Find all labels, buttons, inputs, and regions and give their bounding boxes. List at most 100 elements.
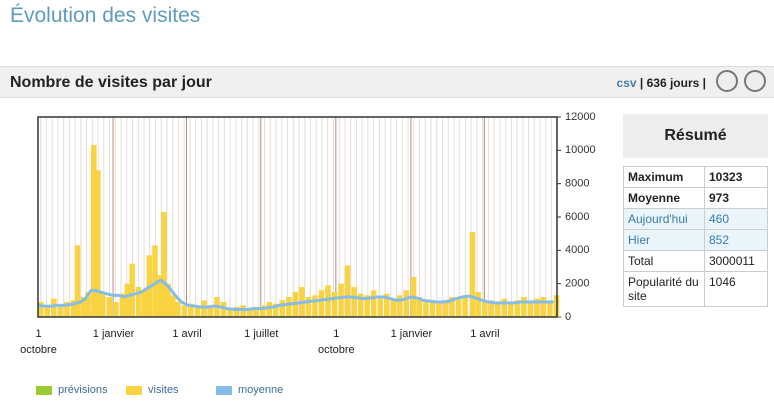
x-tick-label: 1 avril xyxy=(470,328,500,340)
summary-row: Hier 852 xyxy=(623,229,768,251)
bar xyxy=(286,297,292,317)
bar xyxy=(494,303,501,317)
legend-label[interactable]: moyenne xyxy=(238,384,284,396)
zoom-out[interactable] xyxy=(716,70,738,92)
x-tick-label: 1 octobre xyxy=(317,328,355,356)
bar xyxy=(80,297,86,317)
y-tick-label: 0 xyxy=(565,311,571,323)
bar xyxy=(338,283,344,317)
legend-item: moyenne xyxy=(216,384,283,396)
bar xyxy=(113,302,119,317)
bar xyxy=(390,300,397,317)
summary-value: 852 xyxy=(704,229,768,251)
bar xyxy=(175,302,181,317)
bar xyxy=(540,297,547,317)
bar xyxy=(259,305,266,317)
period[interactable]: 636 jours xyxy=(646,76,700,90)
bar xyxy=(377,297,383,317)
bar xyxy=(70,300,77,317)
y-tick-label: 2000 xyxy=(565,278,589,290)
summary-row: Total 3000011 xyxy=(623,250,768,272)
bar xyxy=(165,283,171,317)
summary-row: Moyenne 973 xyxy=(623,187,768,209)
bar xyxy=(442,302,449,317)
bar xyxy=(508,302,514,317)
bar xyxy=(240,305,246,317)
bar xyxy=(194,307,201,317)
bar xyxy=(161,212,167,317)
legend-swatch xyxy=(36,385,52,395)
bar xyxy=(38,302,44,317)
bar xyxy=(44,305,51,317)
bar xyxy=(246,308,253,317)
csv-link[interactable]: csv xyxy=(616,76,637,90)
bar xyxy=(351,287,357,317)
section-title: Nombre de visites par jour xyxy=(10,74,212,91)
bar xyxy=(331,292,338,317)
bar xyxy=(344,265,351,317)
legend-label[interactable]: visites xyxy=(148,384,179,396)
bar xyxy=(364,295,370,317)
legend-swatch xyxy=(126,385,142,395)
summary-label: Moyenne xyxy=(623,187,705,209)
bar xyxy=(514,300,521,317)
bar xyxy=(279,300,286,317)
bar xyxy=(325,285,331,317)
bar xyxy=(207,305,214,317)
summary-label: Maximum xyxy=(623,166,705,188)
summary-title: Résumé xyxy=(623,114,768,158)
bar xyxy=(201,300,207,317)
summary-value: 1046 xyxy=(704,271,768,307)
bar xyxy=(57,307,64,317)
legend-swatch xyxy=(216,385,232,395)
plot-border xyxy=(37,116,558,318)
bar xyxy=(129,263,135,317)
bar xyxy=(436,303,442,317)
y-tick-label: 8000 xyxy=(565,178,589,190)
bar xyxy=(534,298,540,317)
summary-label: Popularité du site xyxy=(623,271,705,307)
bar xyxy=(403,290,410,317)
bar xyxy=(266,302,272,317)
x-tick-label: 1 octobre xyxy=(20,328,57,356)
bar xyxy=(547,300,553,317)
zoom-in[interactable] xyxy=(744,70,766,92)
separator: | xyxy=(702,76,706,90)
bar xyxy=(305,297,312,317)
bar xyxy=(488,300,494,317)
x-tick-label: 1 juillet xyxy=(244,328,279,340)
bar xyxy=(397,295,403,317)
bar xyxy=(455,298,462,317)
toolbar: csv | 636 jours | xyxy=(617,76,706,90)
bar xyxy=(521,297,527,317)
x-tick-label: 1 janvier xyxy=(92,328,135,340)
bar xyxy=(152,245,158,317)
bar xyxy=(481,302,488,317)
bar xyxy=(135,287,142,317)
bar xyxy=(141,290,148,317)
bar xyxy=(100,292,106,317)
chart: 0 2000 4000 6000 8000 10000 12000 xyxy=(37,111,596,323)
bar xyxy=(253,307,259,317)
bar xyxy=(106,297,113,317)
bar xyxy=(384,293,390,317)
bar xyxy=(318,290,325,317)
bar xyxy=(462,295,468,317)
bar xyxy=(85,292,91,317)
bar xyxy=(157,275,163,317)
legend-label[interactable]: prévisions xyxy=(58,384,108,396)
average-line xyxy=(37,278,554,311)
bar xyxy=(357,293,364,317)
bar xyxy=(416,297,423,317)
bar xyxy=(429,300,436,317)
y-tick-label: 6000 xyxy=(565,211,589,223)
bar xyxy=(312,295,318,317)
y-tick-label: 10000 xyxy=(565,144,596,156)
summary-table: Maximum 10323 Moyenne 973 Aujourd'hui 460 Hier… xyxy=(623,166,768,307)
summary-row: Maximum 10323 xyxy=(623,166,768,188)
plot-background xyxy=(38,117,557,317)
summary-value: 460 xyxy=(704,208,768,230)
bar xyxy=(74,245,81,317)
bar xyxy=(64,302,70,317)
